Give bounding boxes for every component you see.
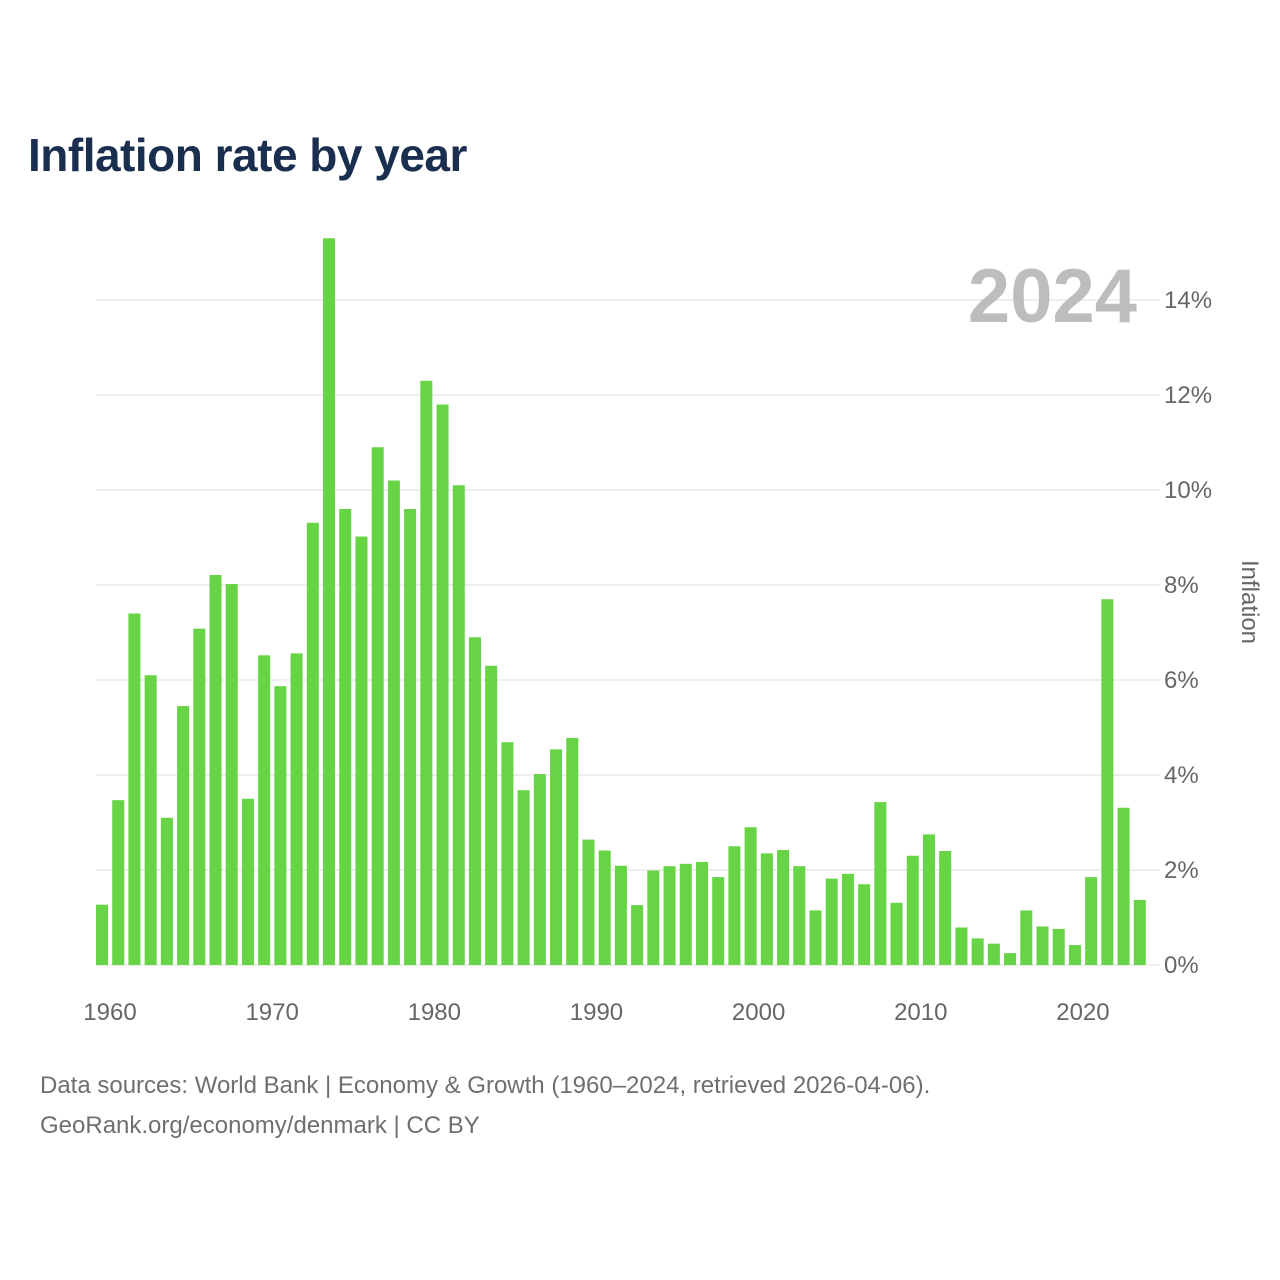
bar-1981[interactable] <box>436 404 449 966</box>
bar-2021[interactable] <box>1085 877 1098 966</box>
bar-1961[interactable] <box>112 800 125 965</box>
inflation-bar-chart: 2024 0% 2% 4% 6% 8% 10% 12% 14% 1960 1970 1980 199… <box>83 238 1263 1026</box>
bar-2006[interactable] <box>841 873 854 965</box>
bar-1979[interactable] <box>404 509 417 965</box>
y-axis-label: Inflation <box>1236 560 1263 644</box>
bar-1986[interactable] <box>517 790 530 965</box>
data-source-text: Data sources: World Bank | Economy & Gro… <box>40 1072 931 1099</box>
bar-2014[interactable] <box>971 938 984 965</box>
bar-1988[interactable] <box>550 749 563 965</box>
bar-1993[interactable] <box>631 905 644 965</box>
y-axis-ticks: 0% 2% 4% 6% 8% 10% 12% 14% <box>1164 287 1212 979</box>
bar-1964[interactable] <box>160 817 173 965</box>
x-axis-ticks: 1960 1970 1980 1990 2000 2010 2020 <box>83 999 1109 1026</box>
bar-1994[interactable] <box>647 870 660 966</box>
bar-1960[interactable] <box>96 904 109 965</box>
bar-2011[interactable] <box>922 834 935 966</box>
bar-1973[interactable] <box>306 522 319 965</box>
y-tick-label: 0% <box>1164 952 1199 979</box>
bar-2019[interactable] <box>1052 928 1065 965</box>
source-link[interactable]: GeoRank.org/economy/denmark | CC BY <box>40 1112 480 1139</box>
bar-2016[interactable] <box>1004 953 1017 966</box>
bar-1991[interactable] <box>598 850 611 965</box>
bars <box>96 238 1146 966</box>
y-tick-label: 2% <box>1164 857 1199 884</box>
x-tick-label: 2020 <box>1056 999 1109 1026</box>
bar-2002[interactable] <box>777 850 790 965</box>
x-tick-label: 1990 <box>570 999 623 1026</box>
bar-1984[interactable] <box>485 665 498 965</box>
bar-1978[interactable] <box>387 480 400 966</box>
bar-1989[interactable] <box>566 737 579 965</box>
bar-1999[interactable] <box>728 846 741 965</box>
bar-2018[interactable] <box>1036 926 1049 965</box>
footer: Data sources: World Bank | Economy & Gro… <box>40 1066 930 1146</box>
bar-1998[interactable] <box>712 877 725 966</box>
bar-2017[interactable] <box>1020 910 1033 965</box>
bar-2004[interactable] <box>809 910 822 965</box>
bar-2010[interactable] <box>906 855 919 965</box>
bar-1974[interactable] <box>323 238 336 965</box>
chart-title: Inflation rate by year <box>28 129 467 181</box>
bar-2015[interactable] <box>987 943 1000 966</box>
y-tick-label: 10% <box>1164 477 1212 504</box>
bar-2020[interactable] <box>1068 945 1081 965</box>
y-tick-label: 12% <box>1164 382 1212 409</box>
x-tick-label: 2010 <box>894 999 947 1026</box>
x-tick-label: 1960 <box>83 999 136 1026</box>
bar-1971[interactable] <box>274 686 287 965</box>
bar-2013[interactable] <box>955 927 968 965</box>
y-tick-label: 14% <box>1164 287 1212 314</box>
bar-1963[interactable] <box>144 675 157 965</box>
bar-2024[interactable] <box>1133 899 1146 965</box>
bar-1990[interactable] <box>582 839 595 965</box>
bar-2007[interactable] <box>858 884 871 965</box>
bar-1962[interactable] <box>128 613 141 966</box>
x-tick-label: 1980 <box>408 999 461 1026</box>
bar-1992[interactable] <box>614 865 627 965</box>
bar-1976[interactable] <box>355 536 368 965</box>
bar-2022[interactable] <box>1101 599 1114 965</box>
bar-1975[interactable] <box>339 509 352 965</box>
x-tick-label: 2000 <box>732 999 785 1026</box>
bar-1967[interactable] <box>209 575 222 965</box>
bar-1977[interactable] <box>371 447 384 965</box>
bar-1996[interactable] <box>679 863 692 965</box>
gridlines <box>96 299 1160 966</box>
y-tick-label: 6% <box>1164 667 1199 694</box>
bar-2012[interactable] <box>939 851 952 965</box>
year-watermark: 2024 <box>968 254 1137 339</box>
bar-1995[interactable] <box>663 866 676 965</box>
bar-1983[interactable] <box>468 637 481 965</box>
bar-1985[interactable] <box>501 742 514 966</box>
bar-2003[interactable] <box>793 866 806 965</box>
bar-2023[interactable] <box>1117 807 1130 965</box>
y-tick-label: 8% <box>1164 572 1199 599</box>
bar-1965[interactable] <box>177 706 190 966</box>
bar-1972[interactable] <box>290 653 303 965</box>
bar-1987[interactable] <box>533 774 546 965</box>
bar-1970[interactable] <box>258 655 271 965</box>
bar-2009[interactable] <box>890 902 903 965</box>
bar-1982[interactable] <box>452 485 465 965</box>
bar-2001[interactable] <box>760 853 773 966</box>
x-tick-label: 1970 <box>245 999 298 1026</box>
bar-2005[interactable] <box>825 878 838 965</box>
bar-2008[interactable] <box>874 802 887 966</box>
bar-1997[interactable] <box>695 861 708 965</box>
bar-1980[interactable] <box>420 380 433 965</box>
bar-1969[interactable] <box>241 798 254 965</box>
bar-2000[interactable] <box>744 827 757 965</box>
bar-1968[interactable] <box>225 584 238 965</box>
y-tick-label: 4% <box>1164 762 1199 789</box>
bar-1966[interactable] <box>193 628 206 965</box>
